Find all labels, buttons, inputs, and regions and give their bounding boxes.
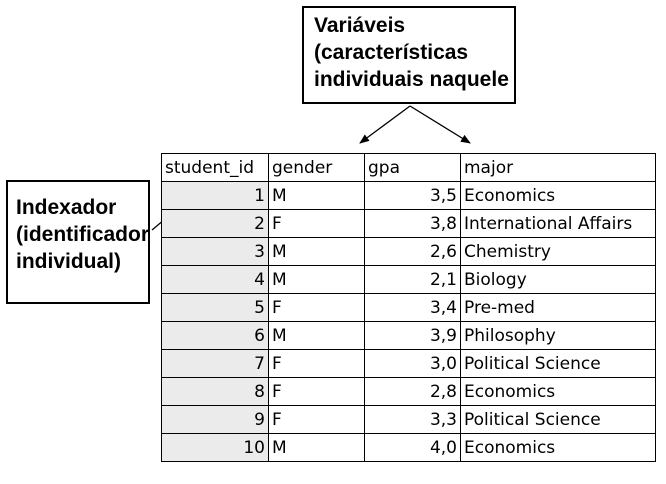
cell-gpa: 3,8 xyxy=(364,209,461,238)
variables-callout: Variáveis (características individuais n… xyxy=(302,6,516,104)
cell-gender: M xyxy=(268,433,365,462)
cell-student-id: 2 xyxy=(161,209,269,238)
header-gender: gender xyxy=(268,153,365,182)
cell-gpa: 4,0 xyxy=(364,433,461,462)
cell-major: Philosophy xyxy=(460,321,656,350)
table-row: 8 F 2,8 Economics xyxy=(161,377,656,406)
cell-major: Chemistry xyxy=(460,237,656,266)
cell-student-id: 4 xyxy=(161,265,269,294)
cell-student-id: 1 xyxy=(161,181,269,210)
indexer-callout-line-3: individual) xyxy=(16,250,121,273)
table-row: 4 M 2,1 Biology xyxy=(161,265,656,294)
variables-callout-line-3: individuais naquele xyxy=(314,68,509,91)
header-gpa: gpa xyxy=(364,153,461,182)
arrow-to-gender xyxy=(359,105,411,144)
indexer-callout-line-2: (identificador xyxy=(16,223,150,246)
cell-student-id: 6 xyxy=(161,321,269,350)
cell-student-id: 9 xyxy=(161,405,269,434)
variables-callout-line-2: (características xyxy=(314,41,469,64)
table-row: 3 M 2,6 Chemistry xyxy=(161,237,656,266)
cell-gender: M xyxy=(268,181,365,210)
cell-gpa: 3,9 xyxy=(364,321,461,350)
cell-gpa: 2,1 xyxy=(364,265,461,294)
cell-major: International Affairs xyxy=(460,209,656,238)
cell-gender: F xyxy=(268,349,365,378)
cell-gender: F xyxy=(268,405,365,434)
header-major: major xyxy=(460,153,656,182)
cell-student-id: 7 xyxy=(161,349,269,378)
cell-major: Political Science xyxy=(460,405,656,434)
table-row: 7 F 3,0 Political Science xyxy=(161,349,656,378)
cell-gender: F xyxy=(268,377,365,406)
header-student-id: student_id xyxy=(161,153,269,182)
cell-gpa: 3,0 xyxy=(364,349,461,378)
variables-callout-line-1: Variáveis xyxy=(314,14,406,37)
cell-gender: F xyxy=(268,209,365,238)
arrow-to-major xyxy=(409,105,471,144)
cell-major: Economics xyxy=(460,377,656,406)
cell-gpa: 3,4 xyxy=(364,293,461,322)
cell-major: Biology xyxy=(460,265,656,294)
cell-student-id: 10 xyxy=(161,433,269,462)
cell-gender: M xyxy=(268,265,365,294)
students-table: student_id gender gpa major 1 M 3,5 Economi… xyxy=(161,153,656,462)
cell-gender: M xyxy=(268,237,365,266)
cell-gender: M xyxy=(268,321,365,350)
cell-major: Political Science xyxy=(460,349,656,378)
cell-major: Pre-med xyxy=(460,293,656,322)
table-row: 1 M 3,5 Economics xyxy=(161,181,656,210)
table-row: 9 F 3,3 Political Science xyxy=(161,405,656,434)
cell-student-id: 3 xyxy=(161,237,269,266)
table-row: 2 F 3,8 International Affairs xyxy=(161,209,656,238)
table-row: 10 M 4,0 Economics xyxy=(161,433,656,462)
table-body: 1 M 3,5 Economics 2 F 3,8 International Affairs… xyxy=(161,181,656,462)
indexer-callout-line-1: Indexador xyxy=(16,196,117,219)
table-header-row: student_id gender gpa major xyxy=(161,153,656,182)
cell-student-id: 8 xyxy=(161,377,269,406)
cell-major: Economics xyxy=(460,433,656,462)
cell-gpa: 3,3 xyxy=(364,405,461,434)
cell-gpa: 2,6 xyxy=(364,237,461,266)
indexer-callout: Indexador (identificador individual) xyxy=(6,180,150,304)
cell-student-id: 5 xyxy=(161,293,269,322)
table-row: 6 M 3,9 Philosophy xyxy=(161,321,656,350)
cell-major: Economics xyxy=(460,181,656,210)
table-row: 5 F 3,4 Pre-med xyxy=(161,293,656,322)
cell-gender: F xyxy=(268,293,365,322)
cell-gpa: 3,5 xyxy=(364,181,461,210)
cell-gpa: 2,8 xyxy=(364,377,461,406)
